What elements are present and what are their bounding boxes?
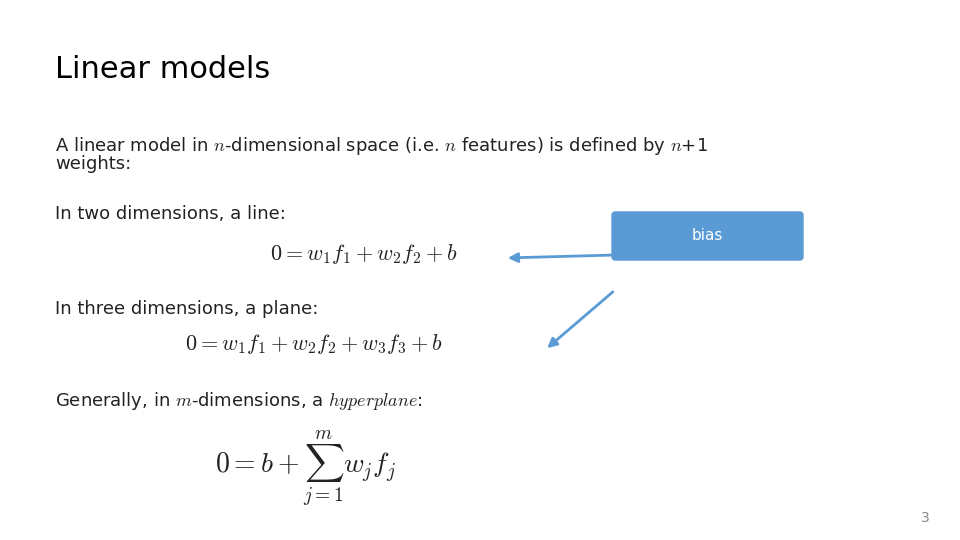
Text: weights:: weights: bbox=[55, 155, 132, 173]
Text: In two dimensions, a line:: In two dimensions, a line: bbox=[55, 205, 286, 223]
FancyBboxPatch shape bbox=[612, 212, 803, 260]
Text: $0 = w_1 f_1 + w_2 f_2 + w_3 f_3 + b$: $0 = w_1 f_1 + w_2 f_2 + w_3 f_3 + b$ bbox=[185, 332, 444, 356]
Text: Generally, in $m$-dimensions, a $\mathit{hyperplane}$:: Generally, in $m$-dimensions, a $\mathit… bbox=[55, 390, 422, 412]
Text: $0 = b + \sum_{j=1}^{m} w_j f_j$: $0 = b + \sum_{j=1}^{m} w_j f_j$ bbox=[215, 428, 396, 509]
Text: $0 = w_1 f_1 + w_2 f_2 + b$: $0 = w_1 f_1 + w_2 f_2 + b$ bbox=[270, 242, 458, 266]
Text: 3: 3 bbox=[922, 511, 930, 525]
Text: A linear model in $n$-dimensional space (i.e. $n$ features) is defined by $n$+1: A linear model in $n$-dimensional space … bbox=[55, 135, 708, 157]
Text: In three dimensions, a plane:: In three dimensions, a plane: bbox=[55, 300, 319, 318]
Text: bias: bias bbox=[692, 228, 723, 244]
Text: Linear models: Linear models bbox=[55, 55, 271, 84]
